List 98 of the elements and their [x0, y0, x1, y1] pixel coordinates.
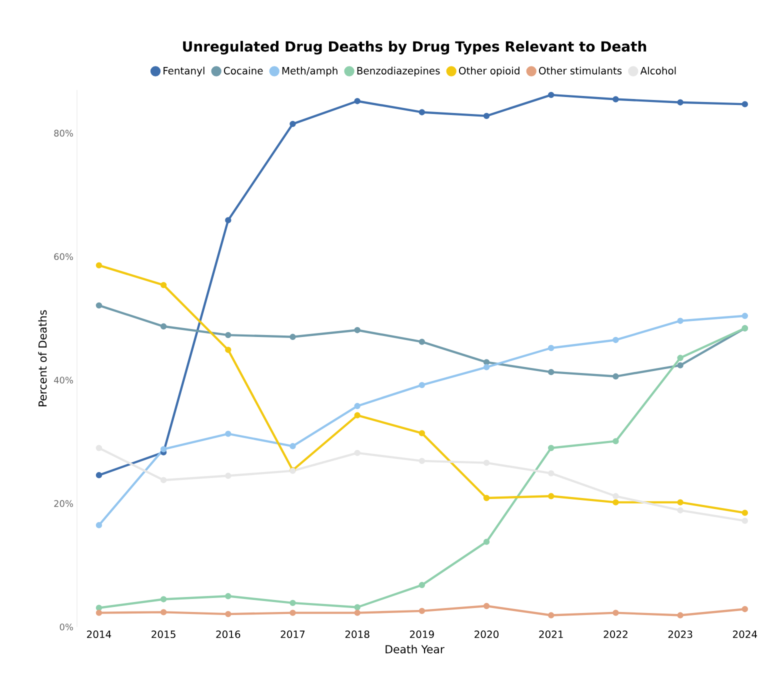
point — [225, 346, 232, 353]
point — [548, 444, 554, 452]
x-tick-label: 2023 — [668, 630, 692, 638]
point — [483, 460, 490, 466]
point — [677, 99, 684, 106]
y-axis-title: Percent of Deaths — [38, 310, 47, 406]
point — [742, 518, 748, 524]
point — [612, 336, 619, 344]
point — [742, 606, 748, 612]
point — [742, 101, 748, 108]
point — [290, 600, 296, 606]
x-tick-label: 2017 — [280, 630, 305, 638]
point — [677, 354, 684, 361]
point — [290, 443, 296, 450]
x-tick-label: 2020 — [474, 630, 499, 638]
point — [418, 582, 426, 588]
x-tick-label: 2024 — [732, 630, 758, 638]
point — [354, 610, 360, 616]
legend-label: Other opioid — [459, 66, 520, 76]
point — [418, 430, 426, 436]
point — [160, 282, 167, 288]
point — [354, 412, 360, 418]
point — [418, 382, 426, 388]
point — [677, 499, 684, 506]
legend-label: Alcohol — [640, 66, 676, 74]
x-tick-label: 2014 — [87, 630, 112, 638]
point — [612, 373, 619, 380]
point — [225, 610, 232, 618]
point — [354, 402, 360, 410]
x-tick-label: 2022 — [604, 630, 628, 638]
point — [290, 120, 296, 128]
point — [418, 109, 426, 116]
point — [290, 610, 296, 616]
point — [677, 362, 684, 368]
point — [225, 332, 232, 338]
point — [96, 522, 102, 528]
legend-label: Fentanyl — [164, 66, 204, 76]
point — [418, 338, 426, 345]
point — [160, 446, 167, 452]
point — [677, 612, 684, 618]
point — [548, 344, 554, 352]
point — [225, 217, 232, 224]
point — [612, 493, 619, 500]
x-tick-label: 2019 — [410, 630, 434, 638]
y-tick-label: 20% — [54, 500, 73, 507]
point — [160, 323, 167, 330]
point — [548, 92, 554, 98]
point — [548, 612, 554, 618]
legend-label: Meth/amph — [282, 66, 338, 76]
point — [354, 450, 360, 456]
x-tick-label: 2018 — [345, 630, 370, 638]
point — [290, 334, 296, 340]
y-tick-label: 40% — [54, 376, 73, 384]
point — [96, 472, 102, 478]
legend-label: Cocaine — [224, 66, 263, 74]
x-tick-label: 2021 — [539, 630, 563, 638]
y-tick-label: 60% — [54, 253, 73, 260]
point — [742, 312, 748, 320]
point — [160, 596, 167, 602]
point — [548, 368, 554, 376]
point — [354, 98, 360, 104]
point — [548, 493, 554, 500]
point — [160, 476, 167, 484]
point — [612, 610, 619, 616]
point — [160, 609, 167, 616]
point — [418, 458, 426, 464]
point — [96, 262, 102, 268]
point — [742, 510, 748, 516]
point — [225, 593, 232, 600]
y-tick-label: 80% — [54, 130, 73, 137]
x-tick-label: 2015 — [152, 630, 176, 638]
chart-title: Unregulated Drug Deaths by Drug Types Relevant to Death — [183, 40, 646, 55]
y-tick-label: 0% — [60, 624, 73, 630]
point — [225, 430, 232, 437]
x-tick-label: 2016 — [216, 630, 240, 638]
point — [354, 327, 360, 334]
point — [483, 359, 490, 366]
point — [96, 604, 102, 611]
x-axis-title: Death Year — [386, 644, 444, 654]
point — [612, 499, 619, 506]
point — [354, 604, 360, 610]
point — [548, 470, 554, 476]
point — [612, 96, 619, 102]
point — [418, 608, 426, 614]
point — [225, 472, 232, 479]
point — [96, 444, 102, 452]
point — [96, 610, 102, 616]
point — [483, 602, 490, 610]
point — [96, 302, 102, 309]
point — [483, 112, 490, 120]
point — [483, 494, 490, 502]
point — [677, 318, 684, 324]
legend-label: Other stimulants — [539, 66, 622, 74]
point — [612, 438, 619, 444]
point — [483, 364, 490, 370]
point — [483, 538, 490, 545]
legend-label: Benzodiazepines — [357, 66, 440, 76]
point — [677, 507, 684, 514]
